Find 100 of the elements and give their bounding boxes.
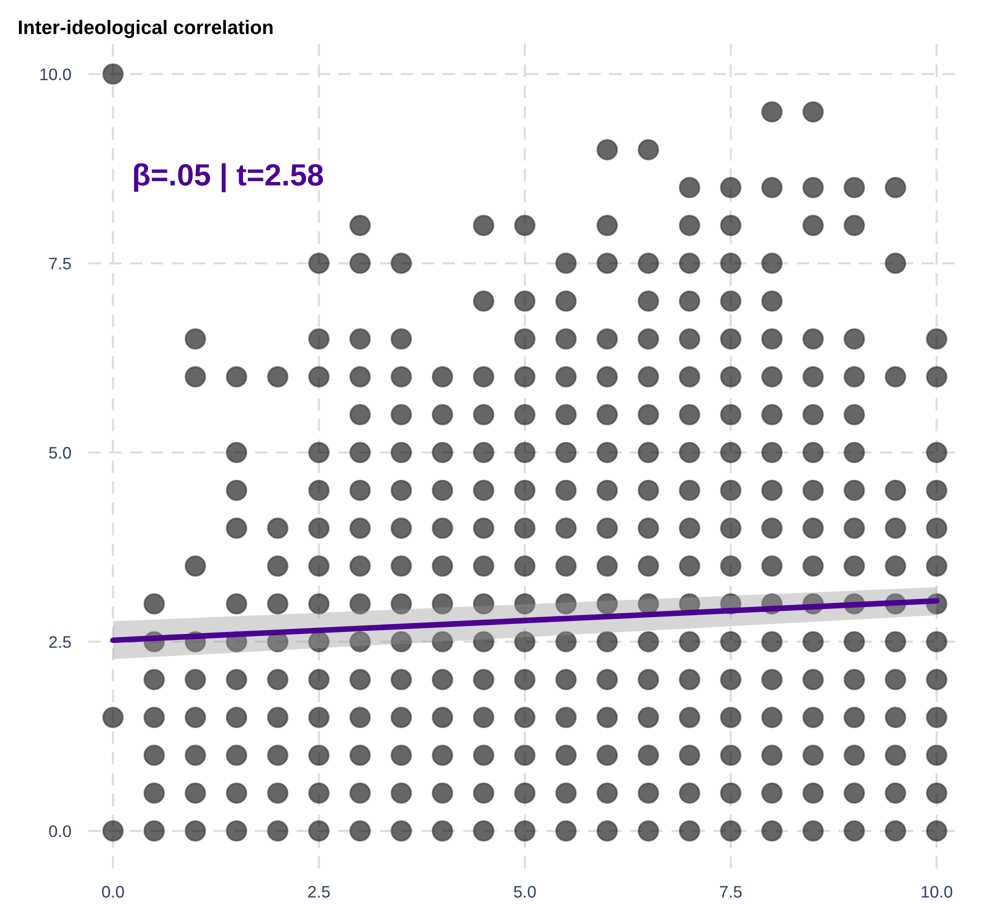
point [472, 290, 494, 312]
point [472, 404, 494, 426]
point [267, 782, 288, 804]
point [596, 480, 618, 501]
point [555, 668, 577, 690]
point [678, 706, 700, 728]
point [226, 480, 248, 501]
point [308, 252, 330, 274]
point [596, 706, 618, 728]
point [926, 820, 948, 842]
point [184, 820, 206, 842]
point [761, 176, 783, 198]
point [720, 668, 742, 690]
point [472, 366, 494, 388]
point [555, 328, 577, 350]
point [638, 555, 660, 577]
point [472, 820, 494, 842]
point [844, 555, 865, 577]
point [844, 631, 865, 652]
point [802, 706, 824, 728]
point [514, 214, 536, 236]
point [390, 404, 412, 426]
x-tick-label: 0.0 [102, 886, 124, 898]
point [390, 744, 412, 766]
point [184, 366, 206, 388]
point [802, 555, 824, 577]
y-tick-label: 10.0 [40, 68, 71, 80]
point [144, 782, 165, 804]
point [308, 366, 330, 388]
point [596, 214, 618, 236]
point [884, 782, 906, 804]
point [761, 631, 783, 652]
point [514, 820, 536, 842]
point [761, 668, 783, 690]
point [349, 366, 371, 388]
point [596, 668, 618, 690]
point [349, 744, 371, 766]
point [720, 631, 742, 652]
point [226, 593, 248, 615]
point [596, 782, 618, 804]
point [720, 176, 742, 198]
point [184, 668, 206, 690]
point [844, 404, 865, 426]
point [884, 744, 906, 766]
point [884, 631, 906, 652]
point [802, 328, 824, 350]
point [514, 404, 536, 426]
point [432, 668, 454, 690]
point [555, 744, 577, 766]
annotation: β=.05 | t=2.58 [134, 163, 323, 192]
point [844, 442, 865, 464]
point [144, 593, 165, 615]
point [678, 442, 700, 464]
point [390, 252, 412, 274]
point [720, 290, 742, 312]
point [678, 744, 700, 766]
point [390, 555, 412, 577]
point [226, 706, 248, 728]
point [596, 820, 618, 842]
point [638, 139, 660, 160]
point [555, 404, 577, 426]
point [349, 480, 371, 501]
point [761, 442, 783, 464]
point [761, 782, 783, 804]
point [761, 328, 783, 350]
point [349, 555, 371, 577]
chart-title: Inter-ideological correlation [18, 20, 273, 38]
point [844, 480, 865, 501]
point [226, 744, 248, 766]
point [678, 480, 700, 501]
point [555, 706, 577, 728]
point [102, 63, 124, 85]
point [802, 820, 824, 842]
point [638, 252, 660, 274]
point [432, 442, 454, 464]
point [678, 252, 700, 274]
point [390, 366, 412, 388]
point [390, 518, 412, 539]
point [926, 328, 948, 350]
y-tick-label: 5.0 [49, 446, 71, 459]
point [555, 480, 577, 501]
point [472, 214, 494, 236]
point [720, 782, 742, 804]
point [555, 366, 577, 388]
point [678, 366, 700, 388]
point [267, 518, 288, 539]
point [638, 366, 660, 388]
point [267, 555, 288, 577]
point [514, 782, 536, 804]
point [844, 176, 865, 198]
point [761, 480, 783, 501]
point [390, 442, 412, 464]
point [596, 139, 618, 160]
point [802, 366, 824, 388]
point [432, 706, 454, 728]
point [844, 214, 865, 236]
point [638, 328, 660, 350]
point [390, 668, 412, 690]
point [884, 820, 906, 842]
point [184, 744, 206, 766]
